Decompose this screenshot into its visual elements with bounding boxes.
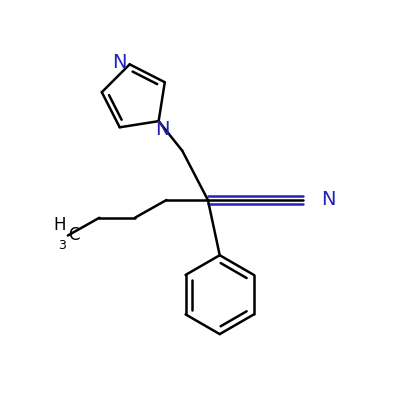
Text: C: C — [68, 226, 79, 244]
Text: N: N — [321, 190, 336, 209]
Text: N: N — [112, 53, 127, 72]
Text: 3: 3 — [58, 240, 66, 252]
Text: H: H — [53, 216, 66, 234]
Text: N: N — [155, 120, 170, 138]
